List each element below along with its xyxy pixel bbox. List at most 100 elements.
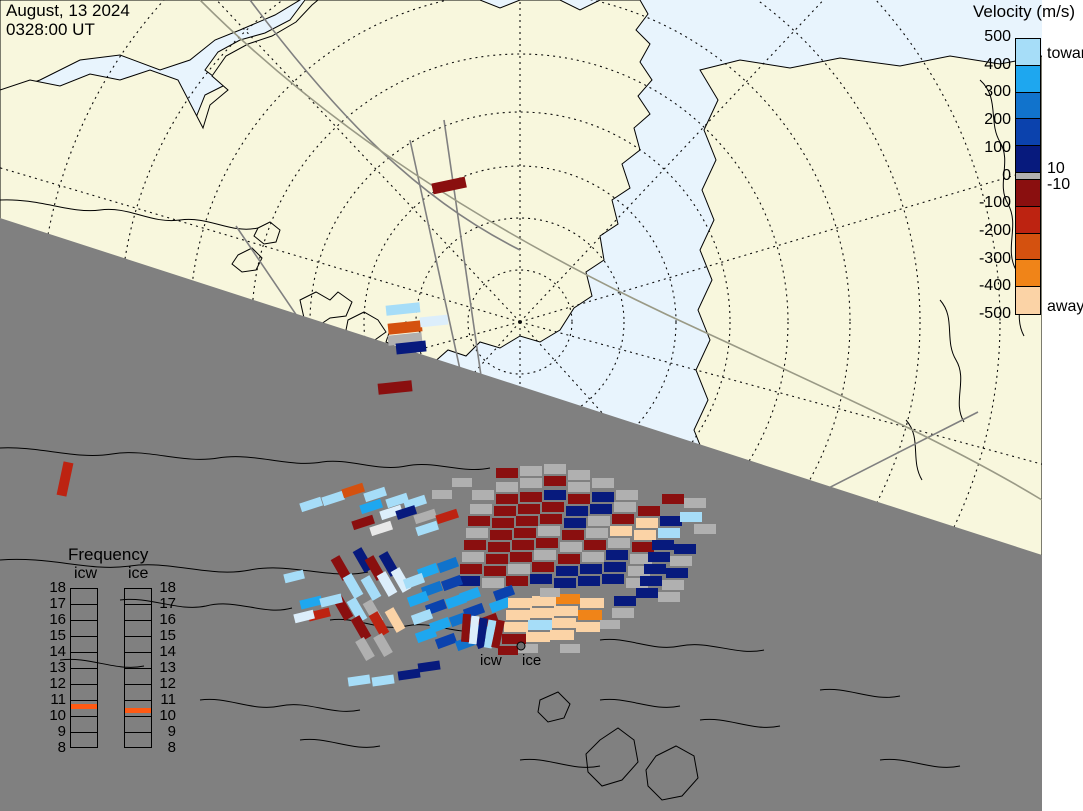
inner-positive-label: 10 <box>1047 160 1065 177</box>
coastline-over-night <box>0 447 961 768</box>
frequency-tick-10: 10 <box>159 707 176 724</box>
frequency-tick-17: 17 <box>159 595 176 612</box>
frequency-bar-segment <box>125 653 151 669</box>
radar-label-ice: ice <box>522 652 542 669</box>
frequency-bar-segment <box>125 637 151 653</box>
frequency-bar-segment <box>125 685 151 701</box>
colorbar-tick-500: 500 <box>984 28 1011 45</box>
frequency-tick-18: 18 <box>159 579 176 596</box>
colorbar-tick--400: -400 <box>978 277 1011 295</box>
frequency-bar-segment <box>125 701 151 717</box>
map-canvas: August, 13 2024 0328:00 UT icw ice <box>0 0 1042 811</box>
frequency-tick-17: 17 <box>49 595 66 612</box>
frequency-tick-13: 13 <box>159 659 176 676</box>
frequency-bar-segment <box>71 669 97 685</box>
scatter-cell <box>56 461 74 497</box>
frequency-tick-8: 8 <box>167 739 176 756</box>
map-graphics <box>0 0 1042 811</box>
frequency-column-label-ice: ice <box>128 565 149 582</box>
colorbar-band-7 <box>1016 206 1040 234</box>
colorbar-band-9 <box>1016 260 1040 288</box>
frequency-bar-segment <box>71 621 97 637</box>
frequency-marker-icw <box>71 704 97 710</box>
toward-label: toward <box>1047 45 1083 62</box>
scatter-cell <box>395 340 427 355</box>
frequency-bar-segment <box>71 685 97 701</box>
frequency-tick-12: 12 <box>49 675 66 692</box>
frequency-tick-11: 11 <box>160 691 176 708</box>
velocity-colorbar <box>1015 38 1041 315</box>
colorbar-band-2 <box>1016 92 1040 120</box>
colorbar-tick-300: 300 <box>984 83 1011 101</box>
radar-scatter-cells <box>56 176 716 687</box>
night-shade-region <box>0 218 1042 811</box>
timestamp-label: August, 13 2024 0328:00 UT <box>6 1 130 39</box>
scatter-group-left <box>283 482 460 687</box>
frequency-tick-8: 8 <box>57 739 66 756</box>
frequency-column-label-icw: icw <box>74 565 98 582</box>
frequency-legend-title: Frequency <box>68 545 149 564</box>
colorbar-tick--100: -100 <box>978 194 1011 212</box>
colorbar-band-8 <box>1016 233 1040 261</box>
away-label: away <box>1047 298 1083 315</box>
frequency-tick-15: 15 <box>159 627 176 644</box>
frequency-bar-segment <box>125 589 151 605</box>
frequency-bar-segment <box>71 717 97 733</box>
frequency-tick-16: 16 <box>159 611 176 628</box>
colorbar-band-10 <box>1016 287 1040 314</box>
frequency-bar-segment <box>71 733 97 749</box>
colorbar-tick-200: 200 <box>984 111 1011 129</box>
frequency-bar-segment <box>125 669 151 685</box>
radar-label-icw: icw <box>480 652 502 669</box>
frequency-marker-ice <box>125 707 151 713</box>
colorbar-band-6 <box>1016 179 1040 207</box>
frequency-bar-segment <box>71 637 97 653</box>
frequency-tick-9: 9 <box>167 723 176 740</box>
colorbar-band-5 <box>1016 172 1040 180</box>
terminator-line <box>199 0 1042 501</box>
colorbar-band-1 <box>1016 65 1040 93</box>
frequency-tick-18: 18 <box>49 579 66 596</box>
colorbar-tick-0: 0 <box>1002 166 1011 184</box>
frequency-bar-segment <box>71 701 97 717</box>
frequency-bar-segment <box>125 733 151 749</box>
velocity-legend-title: Velocity (m/s) <box>973 2 1076 21</box>
scatter-group-main <box>402 464 716 655</box>
scatter-cell <box>387 320 423 335</box>
frequency-bar-segment <box>125 717 151 733</box>
colorbar-band-3 <box>1016 119 1040 147</box>
frequency-tick-14: 14 <box>159 643 176 660</box>
frequency-bar-segment <box>71 605 97 621</box>
scatter-cell <box>377 380 413 395</box>
colorbar-tick-100: 100 <box>984 138 1011 156</box>
colorbar-tick--200: -200 <box>978 221 1011 239</box>
british-isles-over-night <box>537 691 699 801</box>
colorbar-tick--300: -300 <box>978 249 1011 267</box>
radar-site-marker <box>516 641 526 651</box>
velocity-colorbar-legend: Velocity (m/s) 500 400 300 200 100 0 -100 -200 -… <box>955 0 1083 330</box>
colorbar-band-0 <box>1016 39 1040 66</box>
frequency-bar-segment <box>71 589 97 605</box>
frequency-bar-icw <box>70 588 98 748</box>
frequency-tick-11: 11 <box>50 691 66 708</box>
frequency-tick-12: 12 <box>159 675 176 692</box>
colorbar-band-4 <box>1016 146 1040 173</box>
frequency-tick-10: 10 <box>49 707 66 724</box>
frequency-tick-16: 16 <box>49 611 66 628</box>
frequency-bar-segment <box>125 605 151 621</box>
frequency-tick-14: 14 <box>49 643 66 660</box>
inner-negative-label: -10 <box>1047 176 1071 193</box>
radar-site-labels: icw ice <box>480 652 541 669</box>
frequency-legend: Frequency icw ice 18 17 16 15 14 13 12 11 10 9 8 1… <box>48 545 198 795</box>
scatter-cell <box>419 314 449 328</box>
colorbar-tick-400: 400 <box>984 55 1011 73</box>
colorbar-tick--500: -500 <box>978 305 1011 322</box>
scatter-cell <box>385 302 421 316</box>
frequency-tick-13: 13 <box>49 659 66 676</box>
frequency-bar-ice <box>124 588 152 748</box>
frequency-tick-9: 9 <box>57 723 66 740</box>
frequency-tick-15: 15 <box>49 627 66 644</box>
scatter-cell <box>431 176 467 195</box>
frequency-bar-segment <box>71 653 97 669</box>
